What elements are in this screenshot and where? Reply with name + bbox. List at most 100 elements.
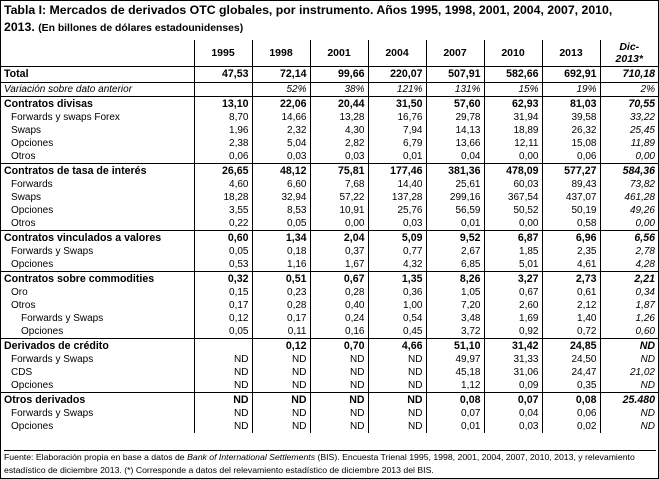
table-cell: 3,27 (483, 271, 542, 286)
variation-row: Variación sobre dato anterior 52% 38% 121% 1… (1, 82, 658, 97)
table-cell: 15% (483, 82, 542, 97)
table-cell: 0,32 (193, 271, 252, 286)
table-cell: 1,87 (599, 299, 658, 312)
footer-suffix: (BIS). Encuesta Trienal 1995, 1998, 2001… (4, 452, 635, 475)
table-cell: 48,12 (251, 163, 310, 178)
table-cell: ND (193, 392, 252, 407)
table-cell: 2,73 (541, 271, 600, 286)
table-cell: 14,66 (251, 111, 310, 124)
table-cell: 0,05 (193, 245, 252, 258)
table-cell: ND (193, 420, 252, 433)
table-cell: 70,55 (599, 96, 658, 111)
table-row: Oro 0,15 0,23 0,28 0,36 1,05 0,67 0,61 0,34 (1, 286, 658, 299)
table-cell: 0,08 (425, 392, 484, 407)
row-label: Forwards (11, 179, 53, 190)
table-body: Total 47,53 72,14 99,66 220,07 507,91 582,66 69… (1, 66, 658, 433)
table-cell: 50,52 (483, 204, 542, 217)
table-cell: 49,26 (599, 204, 658, 217)
table-cell: ND (367, 407, 426, 420)
table-cell: 24,85 (541, 338, 600, 353)
row-label: Forwards y Swaps (11, 408, 94, 419)
footer-source-note: Fuente: Elaboración propia en base a dat… (4, 450, 656, 477)
total-row: Total 47,53 72,14 99,66 220,07 507,91 582,66 69… (1, 66, 658, 83)
table-cell: 60,03 (483, 178, 542, 191)
row-label: Swaps (11, 125, 42, 136)
table-cell: 6,79 (367, 137, 426, 150)
table-cell: 0,00 (309, 217, 368, 231)
table-cell: 8,53 (251, 204, 310, 217)
row-label: Forwards y swaps Forex (11, 112, 120, 123)
table-row: Forwards y Swaps ND ND ND ND 49,97 31,33 24,50 N… (1, 353, 658, 366)
table-cell: ND (309, 366, 368, 379)
table-cell: 437,07 (541, 191, 600, 204)
row-label: Forwards y Swaps (11, 354, 94, 365)
table-row: Opciones ND ND ND ND 0,01 0,03 0,02 ND (1, 420, 658, 433)
table-title: Tabla I: Mercados de derivados OTC globa… (4, 2, 654, 37)
title-line-2: 2013. (4, 20, 35, 34)
table-cell: 10,91 (309, 204, 368, 217)
table-cell: ND (309, 353, 368, 366)
table-cell: ND (309, 420, 368, 433)
table-cell: 0,17 (193, 299, 252, 312)
table-cell: ND (367, 353, 426, 366)
table-cell: 22,06 (251, 96, 310, 111)
table-cell: 99,66 (309, 66, 368, 83)
table-cell: 0,12 (193, 312, 252, 325)
table-cell: 21,02 (599, 366, 658, 379)
row-label: Opciones (21, 326, 64, 337)
table-cell: 0,06 (541, 407, 600, 420)
table-row: CDS ND ND ND ND 45,18 31,06 24,47 21,02 (1, 366, 658, 379)
table-cell: ND (599, 407, 658, 420)
title-line-1: Tabla I: Mercados de derivados OTC globa… (4, 3, 613, 17)
table-cell: 0,01 (425, 420, 484, 433)
table-cell: 1,05 (425, 286, 484, 299)
table-cell: 0,36 (367, 286, 426, 299)
row-label: Derivados de crédito (1, 338, 194, 353)
table-row: Opciones 3,55 8,53 10,91 25,76 56,59 50,52 50,1… (1, 204, 658, 217)
table-row: Otros 0,22 0,05 0,00 0,03 0,01 0,00 0,58 0,00 (1, 217, 658, 231)
table-cell: 0,12 (251, 338, 310, 353)
table-cell: 6,60 (251, 178, 310, 191)
table-cell: 131% (425, 82, 484, 97)
table-cell: 1,34 (251, 230, 310, 245)
row-label: Otros derivados (1, 392, 194, 407)
table-cell: 2% (599, 82, 658, 97)
table-cell: 6,96 (541, 230, 600, 245)
table-cell: ND (251, 392, 310, 407)
table-row: Forwards y Swaps 0,12 0,17 0,24 0,54 3,48 1,69… (1, 312, 658, 325)
table-cell: 25,61 (425, 178, 484, 191)
table-cell: 2,38 (193, 137, 252, 150)
table-cell: 2,82 (309, 137, 368, 150)
table-cell: 2,12 (541, 299, 600, 312)
table-cell: 0,54 (367, 312, 426, 325)
table-cell: 31,06 (483, 366, 542, 379)
table-cell: 13,10 (193, 96, 252, 111)
table-cell: ND (367, 420, 426, 433)
table-cell: 2,35 (541, 245, 600, 258)
table-cell: 31,94 (483, 111, 542, 124)
table-cell: 8,26 (425, 271, 484, 286)
table-cell: 710,18 (599, 66, 658, 83)
table-cell: 32,94 (251, 191, 310, 204)
table-cell: 4,28 (599, 258, 658, 272)
table-cell: 4,32 (367, 258, 426, 272)
table-cell: 1,16 (251, 258, 310, 272)
table-cell: 25,45 (599, 124, 658, 137)
table-cell: 577,27 (541, 163, 600, 178)
table-cell: ND (193, 366, 252, 379)
table-cell: 0,37 (309, 245, 368, 258)
table-row: Otros 0,06 0,03 0,03 0,01 0,04 0,00 0,06 0,00 (1, 150, 658, 164)
table-cell (193, 82, 252, 97)
table-row: Forwards 4,60 6,60 7,68 14,40 25,61 60,03 89,43… (1, 178, 658, 191)
table-cell: 137,28 (367, 191, 426, 204)
row-label: Contratos divisas (4, 97, 93, 110)
row-label: Opciones (11, 205, 54, 216)
table-row: Opciones 0,53 1,16 1,67 4,32 6,85 5,01 4,61 4,28 (1, 258, 658, 272)
table-cell: ND (193, 379, 252, 393)
table-row: Opciones 0,05 0,11 0,16 0,45 3,72 0,92 0,72 0,60 (1, 325, 658, 339)
table-cell: 0,45 (367, 325, 426, 339)
table-cell: 1,85 (483, 245, 542, 258)
table-cell: 0,67 (309, 271, 368, 286)
table-cell: ND (193, 353, 252, 366)
table-cell: 25.480 (599, 392, 658, 407)
